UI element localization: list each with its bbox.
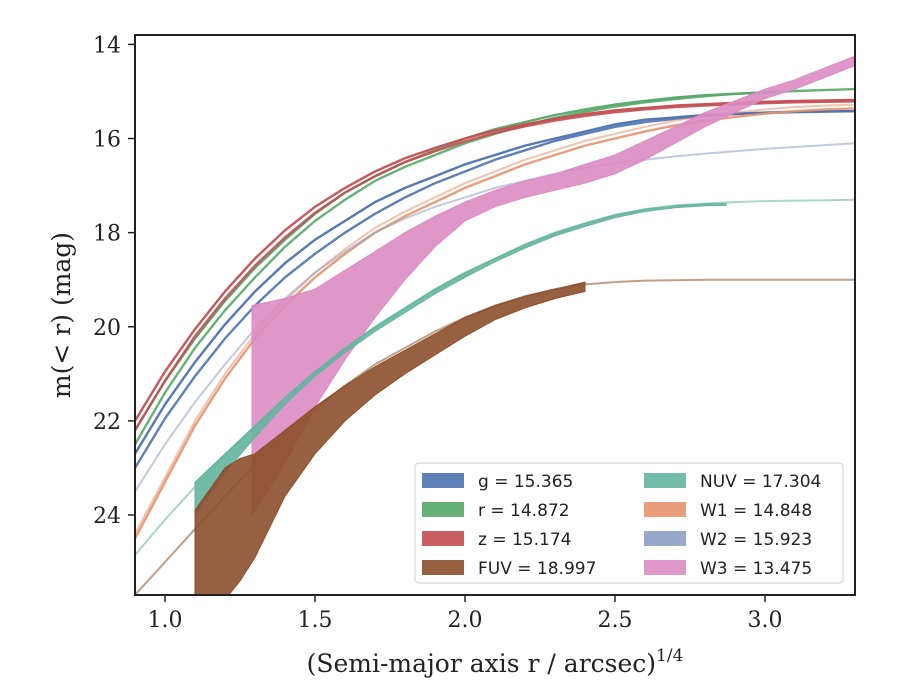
legend-label: W2 = 15.923: [700, 530, 812, 550]
legend-swatch: [422, 531, 464, 546]
x-tick-label: 2.0: [448, 608, 483, 633]
series-line-r: [135, 90, 781, 431]
x-axis: 1.0 1.5 2.0 2.5 3.0: [148, 595, 783, 633]
x-axis-label-exponent: 1/4: [656, 646, 683, 666]
series-line-r-alt: [135, 87, 855, 446]
plot-area: [135, 55, 855, 595]
y-axis-label: m(< r) (mag): [47, 232, 76, 398]
legend-box: [414, 462, 844, 584]
legend-label: NUV = 17.304: [700, 472, 821, 492]
legend-swatch: [644, 473, 686, 488]
x-tick-label: 1.0: [148, 608, 183, 633]
y-tick-label: 16: [93, 128, 121, 153]
legend-swatch: [644, 531, 686, 546]
x-tick-label: 3.0: [748, 608, 783, 633]
band-w3: [251, 55, 855, 517]
x-axis-label: (Semi-major axis r / arcsec)1/4: [307, 646, 684, 678]
legend-swatch: [422, 560, 464, 575]
plot-frame: [134, 34, 856, 596]
y-tick-label: 14: [93, 33, 121, 58]
legend: g = 15.365 r = 14.872 z = 15.174 FUV = 18.9…: [414, 462, 844, 584]
x-tick-label: 1.5: [298, 608, 333, 633]
legend-label: FUV = 18.997: [478, 559, 596, 579]
y-tick-label: 18: [93, 222, 121, 247]
y-tick-label: 20: [93, 316, 121, 341]
legend-label: W3 = 13.475: [700, 559, 812, 579]
legend-swatch: [644, 560, 686, 575]
legend-swatch: [422, 473, 464, 488]
band-nuv: [194, 202, 727, 517]
legend-label: z = 15.174: [478, 530, 571, 550]
x-tick-label: 2.5: [598, 608, 633, 633]
legend-label: g = 15.365: [478, 472, 573, 492]
y-tick-label: 22: [93, 410, 121, 435]
legend-swatch: [422, 502, 464, 517]
x-axis-label-main: (Semi-major axis r / arcsec): [307, 649, 656, 678]
y-axis: 14 16 18 20 22 24: [93, 33, 135, 529]
legend-swatch: [644, 502, 686, 517]
band-fuv: [194, 281, 586, 595]
y-tick-label: 24: [93, 504, 121, 529]
legend-label: W1 = 14.848: [700, 501, 812, 521]
legend-label: r = 14.872: [478, 501, 570, 521]
